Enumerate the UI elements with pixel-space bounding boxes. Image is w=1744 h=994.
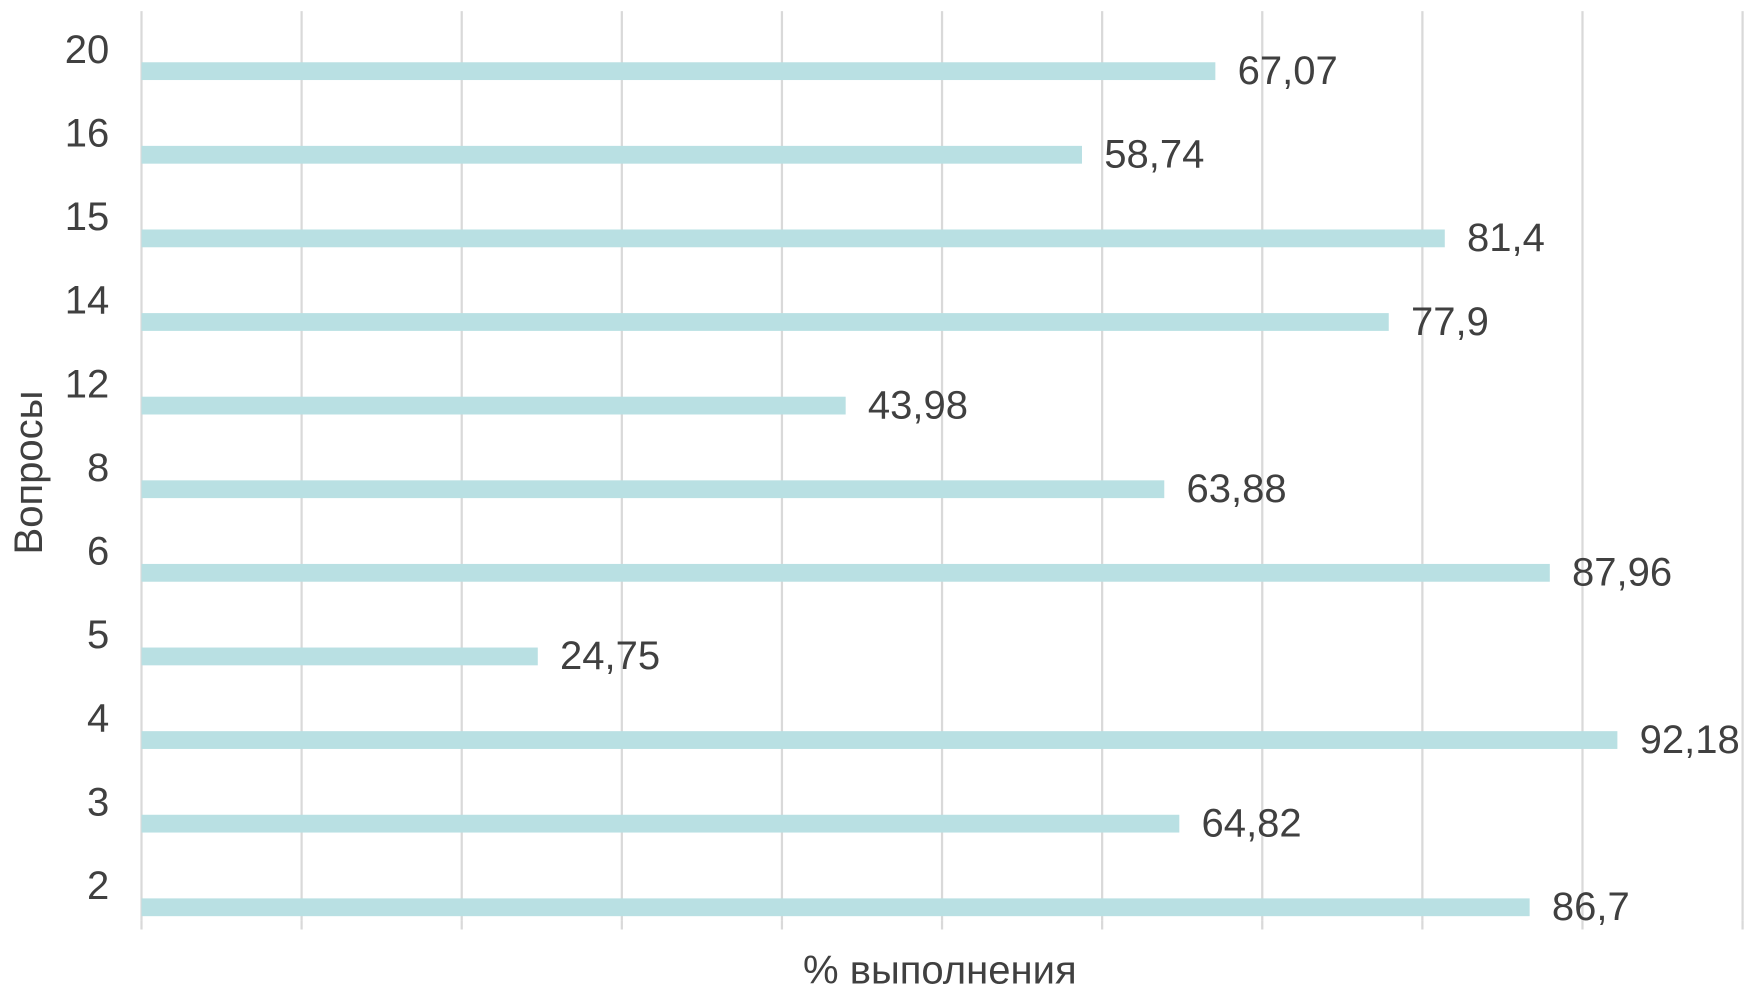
value-label: 92,18 — [1640, 718, 1740, 762]
y-tick-label: 4 — [87, 697, 109, 741]
y-tick-label: 16 — [65, 111, 110, 155]
bar — [141, 62, 1216, 81]
bar — [141, 647, 538, 666]
y-tick-label: 14 — [65, 279, 110, 323]
bar — [141, 396, 846, 415]
y-tick-label: 20 — [65, 28, 110, 72]
y-tick-label: 12 — [65, 362, 110, 406]
bar — [141, 731, 1618, 749]
value-label: 81,4 — [1467, 216, 1545, 260]
y-tick-label: 2 — [87, 864, 109, 908]
y-tick-label: 15 — [65, 195, 110, 239]
y-tick-label: 8 — [87, 446, 109, 490]
value-label: 86,7 — [1552, 885, 1630, 929]
bar — [141, 814, 1180, 833]
y-tick-label: 3 — [87, 780, 109, 824]
bar — [141, 229, 1445, 248]
bar — [141, 480, 1165, 499]
bar — [141, 898, 1530, 917]
y-tick-label: 5 — [87, 613, 109, 657]
value-label: 63,88 — [1187, 467, 1287, 511]
bar — [141, 145, 1082, 164]
value-label: 77,9 — [1411, 300, 1489, 344]
value-label: 67,07 — [1238, 49, 1338, 93]
y-tick-label: 6 — [87, 530, 109, 574]
value-label: 58,74 — [1104, 133, 1204, 177]
value-label: 64,82 — [1202, 801, 1302, 845]
y-axis-label: Вопросы — [7, 391, 51, 555]
value-label: 24,75 — [560, 634, 660, 678]
value-label: 43,98 — [868, 383, 968, 427]
bar — [141, 563, 1550, 582]
value-label: 87,96 — [1572, 551, 1672, 595]
bar — [141, 313, 1389, 331]
x-axis-label: % выполнения — [803, 948, 1077, 992]
